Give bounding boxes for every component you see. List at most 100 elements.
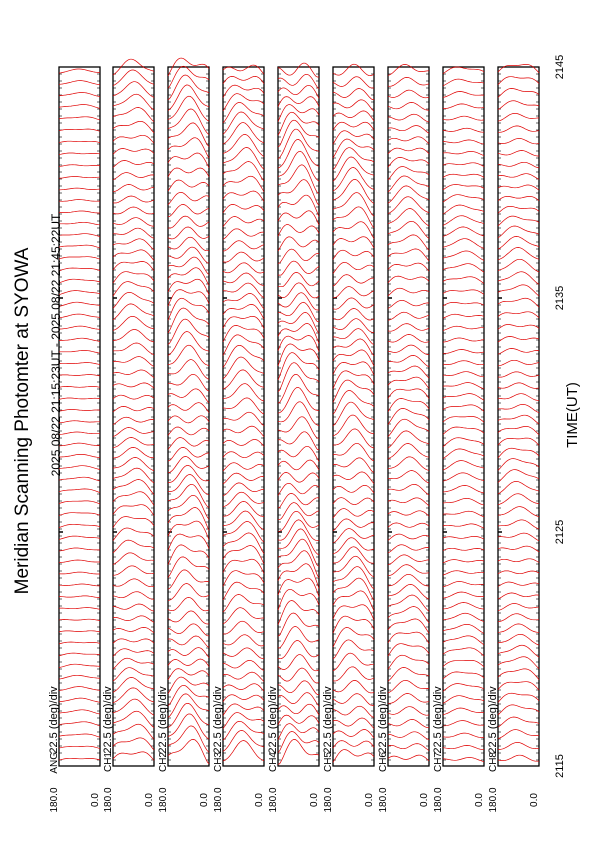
trace-line <box>497 393 540 401</box>
trace-line <box>112 457 155 472</box>
trace-line <box>167 713 210 740</box>
trace-line <box>167 57 210 77</box>
trace-line <box>222 190 265 202</box>
trace-line <box>387 631 430 644</box>
trace-line <box>112 737 155 751</box>
trace-line <box>332 414 375 437</box>
trace-line <box>112 627 155 634</box>
trace-line <box>222 64 265 75</box>
trace-line <box>332 147 375 170</box>
trace-line <box>167 307 210 334</box>
trace-line <box>58 386 101 388</box>
trace-line <box>58 374 101 377</box>
trace-line <box>332 566 375 590</box>
trace-line <box>387 64 430 76</box>
trace-line <box>277 272 320 288</box>
trace-line <box>442 313 485 319</box>
trace-line <box>387 484 430 496</box>
trace-line <box>332 121 375 131</box>
trace-line <box>222 293 265 310</box>
trace-line <box>497 458 540 471</box>
trace-line <box>387 564 430 577</box>
trace-line <box>112 467 155 484</box>
trace-line <box>332 740 375 749</box>
trace-line <box>442 523 485 529</box>
trace-line <box>497 656 540 669</box>
channel-label: CH4 <box>268 752 279 772</box>
panel-frame-ch2 <box>167 66 210 767</box>
trace-line <box>497 633 540 646</box>
trace-line <box>167 256 210 275</box>
trace-line <box>58 709 101 715</box>
trace-line <box>222 482 265 496</box>
trace-line <box>222 647 265 659</box>
trace-line <box>332 390 375 415</box>
trace-line <box>222 451 265 459</box>
y-tick-label: 180.0 <box>103 787 114 812</box>
trace-line <box>387 234 430 251</box>
trace-line <box>222 425 265 437</box>
trace-line <box>58 397 101 400</box>
trace-line <box>167 693 210 718</box>
trace-line <box>222 491 265 507</box>
trace-line <box>497 64 540 74</box>
trace-line <box>277 703 320 716</box>
panel-frame-ch7 <box>442 66 485 767</box>
trace-line <box>222 659 265 671</box>
trace-line <box>332 497 375 505</box>
trace-line <box>167 278 210 295</box>
trace-line <box>222 369 265 390</box>
trace-line <box>387 166 430 181</box>
trace-line <box>167 359 210 380</box>
trace-line <box>387 157 430 168</box>
trace-line <box>333 442 375 462</box>
trace-line <box>222 683 265 692</box>
trace-line <box>222 730 265 752</box>
trace-line <box>387 554 430 566</box>
x-tick-label: 2135 <box>554 286 566 310</box>
trace-line <box>442 371 485 378</box>
trace-line <box>442 194 485 203</box>
trace-line <box>58 757 101 761</box>
trace-line <box>58 301 101 307</box>
panel-frame-ang <box>58 66 101 767</box>
trace-line <box>497 161 540 169</box>
trace-line <box>497 754 540 762</box>
trace-line <box>387 275 430 283</box>
trace-line <box>387 262 430 272</box>
trace-line <box>112 657 155 670</box>
trace-line <box>442 647 485 657</box>
trace-line <box>167 597 210 612</box>
trace-line <box>277 459 320 471</box>
y-tick-label: 180.0 <box>488 787 499 812</box>
trace-line <box>58 431 100 435</box>
trace-line <box>167 122 210 147</box>
trace-line <box>497 481 540 495</box>
trace-line <box>222 532 265 554</box>
trace-line <box>332 261 375 274</box>
trace-line <box>387 147 430 155</box>
trace-line <box>223 240 265 252</box>
trace-line <box>332 401 375 427</box>
trace-line <box>497 558 540 563</box>
panel-traces-ch8 <box>497 64 540 762</box>
panel-traces-ch5 <box>332 63 375 763</box>
trace-line <box>112 437 155 448</box>
trace-line <box>442 695 485 704</box>
trace-line <box>442 173 485 178</box>
trace-line <box>59 187 101 191</box>
trace-line <box>332 627 375 648</box>
trace-line <box>58 618 101 621</box>
trace-line <box>58 559 100 563</box>
trace-line <box>442 215 485 226</box>
trace-line <box>222 720 265 741</box>
y-tick-label: 0.0 <box>199 793 210 807</box>
channel-label: CH5 <box>323 752 334 772</box>
trace-line <box>168 474 210 496</box>
trace-line <box>223 501 265 517</box>
trace-line <box>112 638 155 644</box>
trace-line <box>277 323 320 344</box>
trace-line <box>277 538 320 567</box>
x-tick-label: 2115 <box>554 754 566 778</box>
trace-line <box>112 148 155 155</box>
